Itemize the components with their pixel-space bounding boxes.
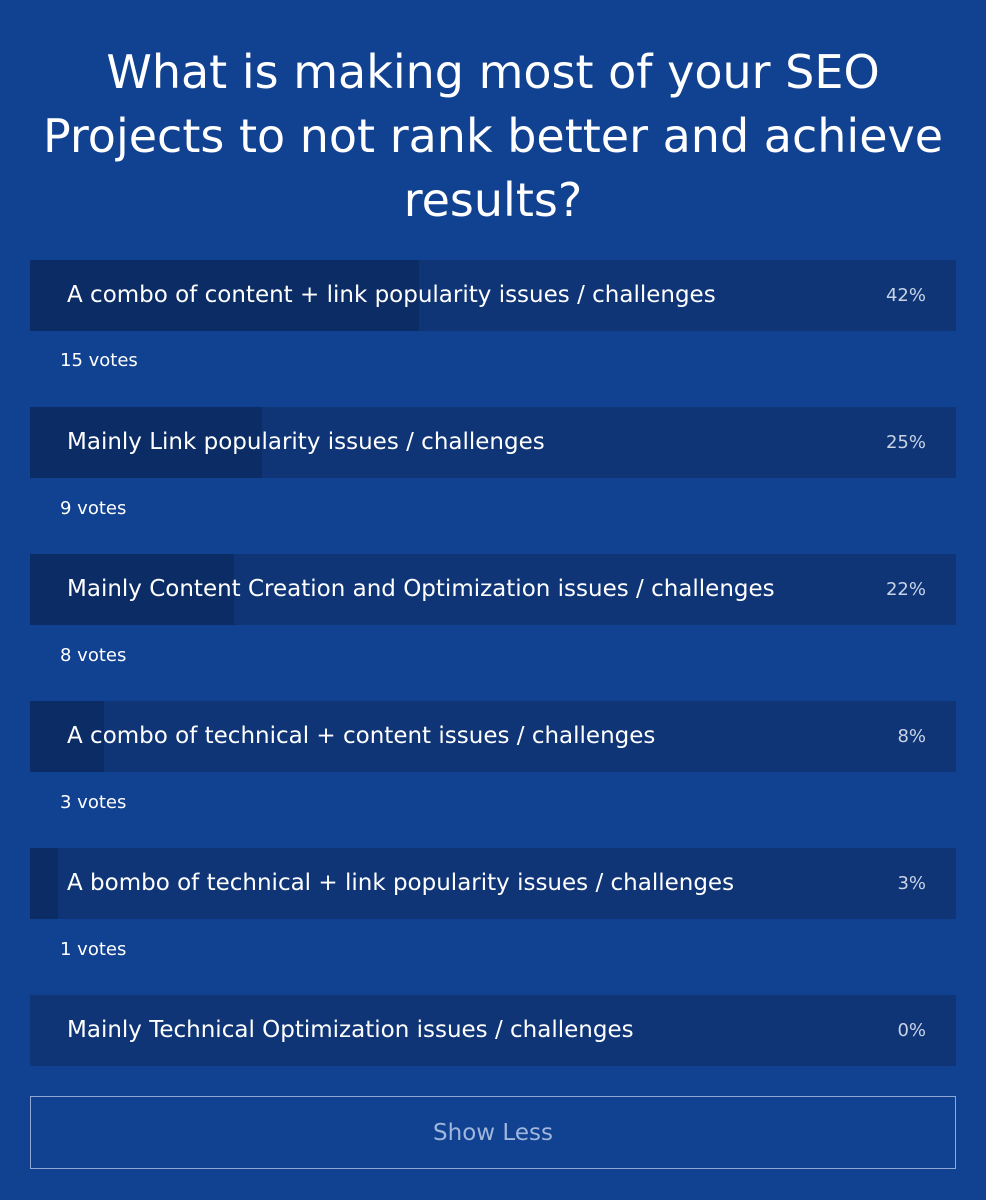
poll-option-percent: 3% [897,873,926,894]
poll-option-label: Mainly Link popularity issues / challeng… [67,429,545,455]
poll-option-percent: 25% [885,432,926,453]
poll-option-result-bar [30,848,58,919]
poll-question: What is making most of your SEO Projects… [42,45,944,227]
poll-option-content-creation[interactable]: Mainly Content Creation and Optimization… [30,554,956,625]
poll-option-votes: 15 votes [60,350,138,371]
poll-option-technical-content-combo[interactable]: A combo of technical + content issues / … [30,701,956,772]
poll-option-result-bar [30,407,262,478]
poll-option-percent: 22% [885,579,926,600]
poll-option-votes: 9 votes [60,498,127,519]
poll-option-technical-optimization[interactable]: Mainly Technical Optimization issues / c… [30,995,956,1066]
poll-option-technical-link-combo[interactable]: A bombo of technical + link popularity i… [30,848,956,919]
poll-option-percent: 42% [885,285,926,306]
poll-option-label: Mainly Technical Optimization issues / c… [67,1017,634,1043]
show-less-button[interactable]: Show Less [30,1096,956,1169]
poll-option-label: A combo of technical + content issues / … [67,723,656,749]
poll-option-votes: 8 votes [60,645,127,666]
poll-option-percent: 0% [897,1020,926,1041]
poll-option-result-bar [30,554,234,625]
poll-option-link-popularity[interactable]: Mainly Link popularity issues / challeng… [30,407,956,478]
poll-option-label: A bombo of technical + link popularity i… [67,870,735,896]
poll-option-result-bar [30,260,419,331]
poll-option-label: Mainly Content Creation and Optimization… [67,576,775,602]
poll-option-content-link-combo[interactable]: A combo of content + link popularity iss… [30,260,956,331]
poll-option-result-bar [30,701,105,772]
poll-option-votes: 1 votes [60,939,127,960]
poll-option-label: A combo of content + link popularity iss… [67,282,716,308]
poll-option-votes: 3 votes [60,792,127,813]
poll-option-percent: 8% [897,726,926,747]
